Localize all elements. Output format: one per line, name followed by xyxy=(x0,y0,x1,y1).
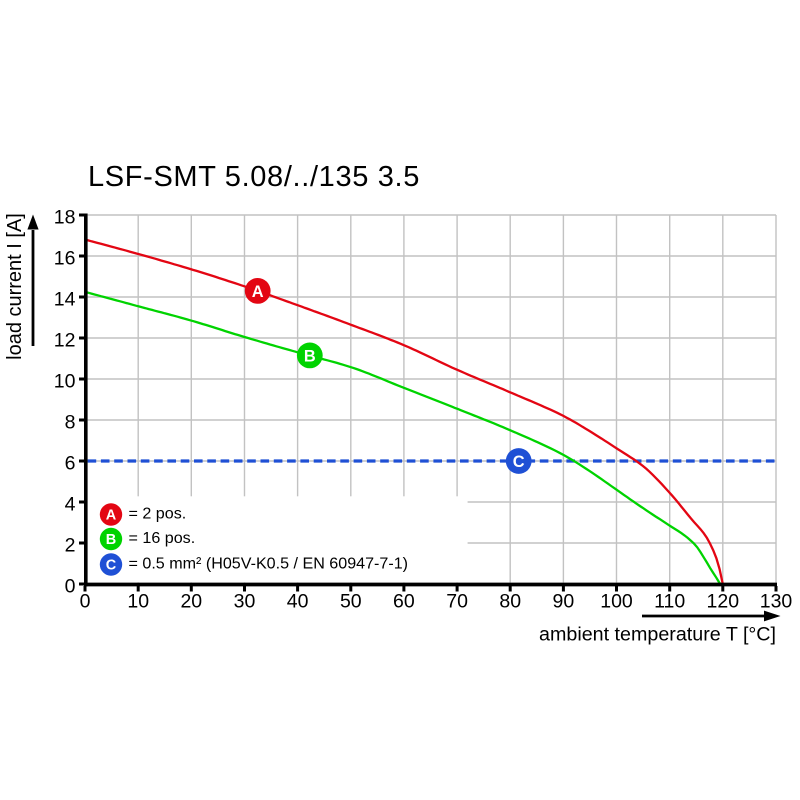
svg-text:20: 20 xyxy=(180,591,202,613)
svg-text:110: 110 xyxy=(654,591,685,613)
svg-text:16: 16 xyxy=(54,247,76,269)
svg-text:0: 0 xyxy=(65,575,76,597)
svg-text:18: 18 xyxy=(54,206,76,228)
svg-text:8: 8 xyxy=(65,411,76,433)
svg-text:0: 0 xyxy=(80,591,91,613)
svg-text:ambient temperature T [°C]: ambient temperature T [°C] xyxy=(539,624,776,646)
svg-text:B: B xyxy=(106,532,116,548)
svg-text:40: 40 xyxy=(287,591,309,613)
svg-text:100: 100 xyxy=(600,591,633,613)
svg-text:= 2 pos.: = 2 pos. xyxy=(129,505,187,523)
svg-text:14: 14 xyxy=(54,288,76,310)
svg-text:4: 4 xyxy=(65,493,76,515)
svg-text:10: 10 xyxy=(54,370,76,392)
svg-text:C: C xyxy=(106,558,117,574)
svg-text:= 16 pos.: = 16 pos. xyxy=(129,529,196,547)
svg-text:2: 2 xyxy=(65,534,76,556)
svg-text:C: C xyxy=(513,453,525,471)
svg-text:load current I [A]: load current I [A] xyxy=(4,213,26,360)
svg-text:30: 30 xyxy=(234,591,256,613)
svg-text:A: A xyxy=(252,283,264,301)
svg-text:LSF-SMT 5.08/../135 3.5: LSF-SMT 5.08/../135 3.5 xyxy=(88,161,420,193)
svg-text:120: 120 xyxy=(707,591,740,613)
svg-text:80: 80 xyxy=(499,591,521,613)
svg-text:= 0.5 mm² (H05V-K0.5 / EN 6094: = 0.5 mm² (H05V-K0.5 / EN 60947-7-1) xyxy=(129,555,409,573)
svg-text:70: 70 xyxy=(446,591,468,613)
svg-text:90: 90 xyxy=(553,591,575,613)
svg-text:A: A xyxy=(106,508,117,524)
svg-text:50: 50 xyxy=(340,591,362,613)
svg-text:B: B xyxy=(304,347,316,365)
svg-text:130: 130 xyxy=(760,591,793,613)
svg-text:10: 10 xyxy=(127,591,149,613)
svg-text:6: 6 xyxy=(65,452,76,474)
svg-text:12: 12 xyxy=(54,329,76,351)
svg-text:60: 60 xyxy=(393,591,415,613)
